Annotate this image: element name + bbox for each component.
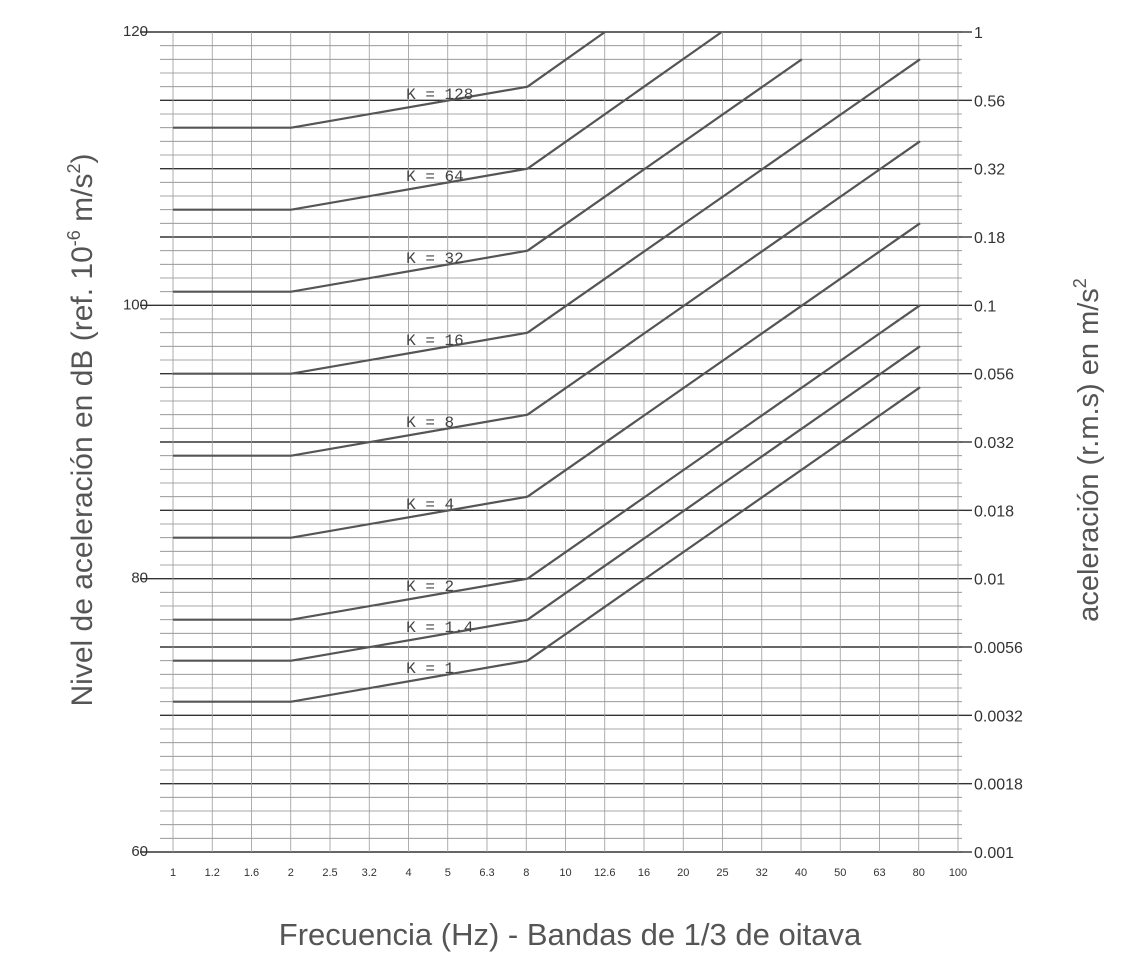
x-axis-title: Frecuencia (Hz) - Bandas de 1/3 de oitav… bbox=[279, 917, 862, 952]
y2-tick-label: 0.0032 bbox=[974, 708, 1023, 725]
y2-axis-title: aceleración (r.m.s) en m/s2 bbox=[1070, 278, 1105, 622]
x-tick-label: 40 bbox=[795, 867, 807, 879]
y2-tick-label: 0.0056 bbox=[974, 640, 1023, 657]
y2-tick-label: 0.0018 bbox=[974, 777, 1023, 794]
series-line bbox=[173, 386, 921, 703]
y-axis-title: Nivel de aceleración en dB (ref. 10-6 m/… bbox=[64, 154, 99, 707]
y-tick-label: 100 bbox=[123, 296, 148, 313]
y2-tick-label: 0.056 bbox=[974, 367, 1014, 384]
series-label: K = 128 bbox=[406, 86, 473, 104]
x-tick-label: 6.3 bbox=[479, 867, 494, 879]
series-label: K = 4 bbox=[406, 496, 454, 514]
x-tick-label: 8 bbox=[523, 867, 529, 879]
series-label: K = 64 bbox=[406, 168, 464, 186]
series-labels: K = 1 K = 1.4 K = 2 K = 4 K = 8 K = 16 K = 32 K… bbox=[406, 86, 473, 678]
y-axis-title-exponent: -6 bbox=[64, 230, 84, 246]
series-line bbox=[173, 140, 921, 457]
x-tick-label: 2.5 bbox=[322, 867, 337, 879]
x-tick-label: 1.6 bbox=[244, 867, 259, 879]
y2-axis-title-square: 2 bbox=[1070, 278, 1090, 288]
series-label: K = 1 bbox=[406, 660, 454, 678]
x-tick-label: 32 bbox=[756, 867, 768, 879]
series-line bbox=[173, 58, 803, 293]
series-line bbox=[173, 31, 723, 211]
y-axis-title-square: 2 bbox=[64, 164, 84, 174]
y2-tick-label: 0.01 bbox=[974, 572, 1005, 589]
y2-tick-label: 0.032 bbox=[974, 435, 1014, 452]
x-tick-label: 1 bbox=[170, 867, 176, 879]
y2-tick-label: 0.18 bbox=[974, 230, 1005, 247]
y2-tick-label: 0.001 bbox=[974, 845, 1014, 862]
y-axis-title-close: ) bbox=[66, 154, 99, 164]
series-line bbox=[173, 58, 921, 375]
x-tick-label: 100 bbox=[949, 867, 967, 879]
series-line bbox=[173, 222, 921, 539]
x-tick-label: 12.6 bbox=[594, 867, 615, 879]
series-label: K = 16 bbox=[406, 332, 464, 350]
series-label: K = 8 bbox=[406, 414, 454, 432]
y-axis-title-unit: m/s bbox=[66, 174, 99, 231]
x-tick-label: 2 bbox=[288, 867, 294, 879]
y2-tick-label: 0.1 bbox=[974, 298, 996, 315]
y-tick-label: 60 bbox=[131, 843, 148, 860]
series-label: K = 1.4 bbox=[406, 619, 473, 637]
y2-axis-title-text: aceleración (r.m.s) en m/s bbox=[1073, 288, 1105, 622]
y2-tick-label: 0.018 bbox=[974, 503, 1014, 520]
x-tick-label: 3.2 bbox=[362, 867, 377, 879]
x-tick-label: 80 bbox=[913, 867, 925, 879]
series-line bbox=[173, 31, 606, 129]
x-tick-label: 4 bbox=[405, 867, 411, 879]
axes: 60801001200.0010.00180.00320.00560.010.0… bbox=[123, 23, 1023, 879]
x-tick-label: 10 bbox=[559, 867, 571, 879]
x-tick-label: 50 bbox=[834, 867, 846, 879]
y2-tick-label: 0.56 bbox=[974, 93, 1005, 110]
y2-tick-label: 1 bbox=[974, 25, 983, 42]
series-line bbox=[173, 345, 921, 662]
y-tick-label: 80 bbox=[131, 570, 148, 587]
x-tick-label: 25 bbox=[716, 867, 728, 879]
series-lines bbox=[173, 31, 921, 703]
x-tick-label: 5 bbox=[445, 867, 451, 879]
y-tick-label: 120 bbox=[123, 23, 148, 40]
x-tick-label: 63 bbox=[873, 867, 885, 879]
series-label: K = 32 bbox=[406, 250, 464, 268]
series-line bbox=[173, 304, 921, 621]
y2-tick-label: 0.32 bbox=[974, 162, 1005, 179]
x-tick-label: 1.2 bbox=[205, 867, 220, 879]
x-tick-label: 20 bbox=[677, 867, 689, 879]
series-label: K = 2 bbox=[406, 578, 454, 596]
x-tick-label: 16 bbox=[638, 867, 650, 879]
y-axis-title-prefix: Nivel de aceleración en dB (ref. 10 bbox=[66, 246, 99, 706]
